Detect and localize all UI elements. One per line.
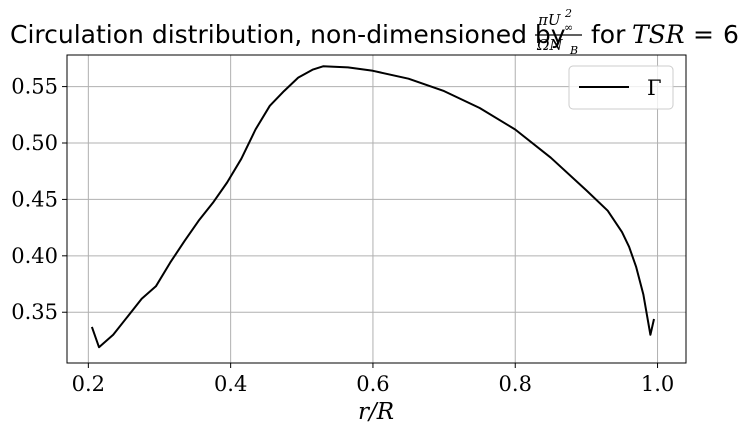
- plot-area-frame: [66, 54, 687, 364]
- series-line: [90, 65, 655, 349]
- series-gamma: [90, 65, 655, 349]
- x-axis: 0.2 0.4 0.6 0.8 1.0: [72, 363, 674, 396]
- title-frac-numerator: πU: [537, 11, 562, 29]
- x-tick-label: 0.4: [214, 372, 247, 396]
- chart-title: Circulation distribution, non-dimensione…: [10, 7, 739, 57]
- title-tsr-label: TSR: [632, 20, 685, 49]
- legend: Γ: [568, 65, 674, 110]
- y-tick-label: 0.55: [11, 75, 58, 99]
- y-axis: 0.35 0.40 0.45 0.50 0.55: [11, 75, 67, 324]
- title-frac-numerator-sub: ∞: [564, 21, 573, 34]
- legend-label-gamma: Γ: [647, 76, 662, 100]
- title-tsr-equals: =: [693, 20, 714, 49]
- title-frac-numerator-sup: 2: [564, 7, 572, 20]
- title-suffix: for: [591, 20, 626, 49]
- x-tick-label: 0.2: [72, 372, 105, 396]
- x-tick-label: 0.6: [356, 372, 389, 396]
- y-tick-label: 0.45: [11, 187, 58, 211]
- title-frac-denominator-sub: B: [569, 44, 578, 57]
- title-frac-denominator: ΩN: [536, 36, 563, 54]
- title-tsr-value: 6: [723, 20, 739, 49]
- x-tick-label: 1.0: [641, 372, 674, 396]
- y-tick-label: 0.50: [11, 131, 58, 155]
- title-prefix: Circulation distribution, non-dimensione…: [10, 20, 566, 49]
- x-axis-label: r/R: [358, 399, 394, 425]
- x-tick-label: 0.8: [499, 372, 532, 396]
- y-tick-label: 0.40: [11, 244, 58, 268]
- y-tick-label: 0.35: [11, 300, 58, 324]
